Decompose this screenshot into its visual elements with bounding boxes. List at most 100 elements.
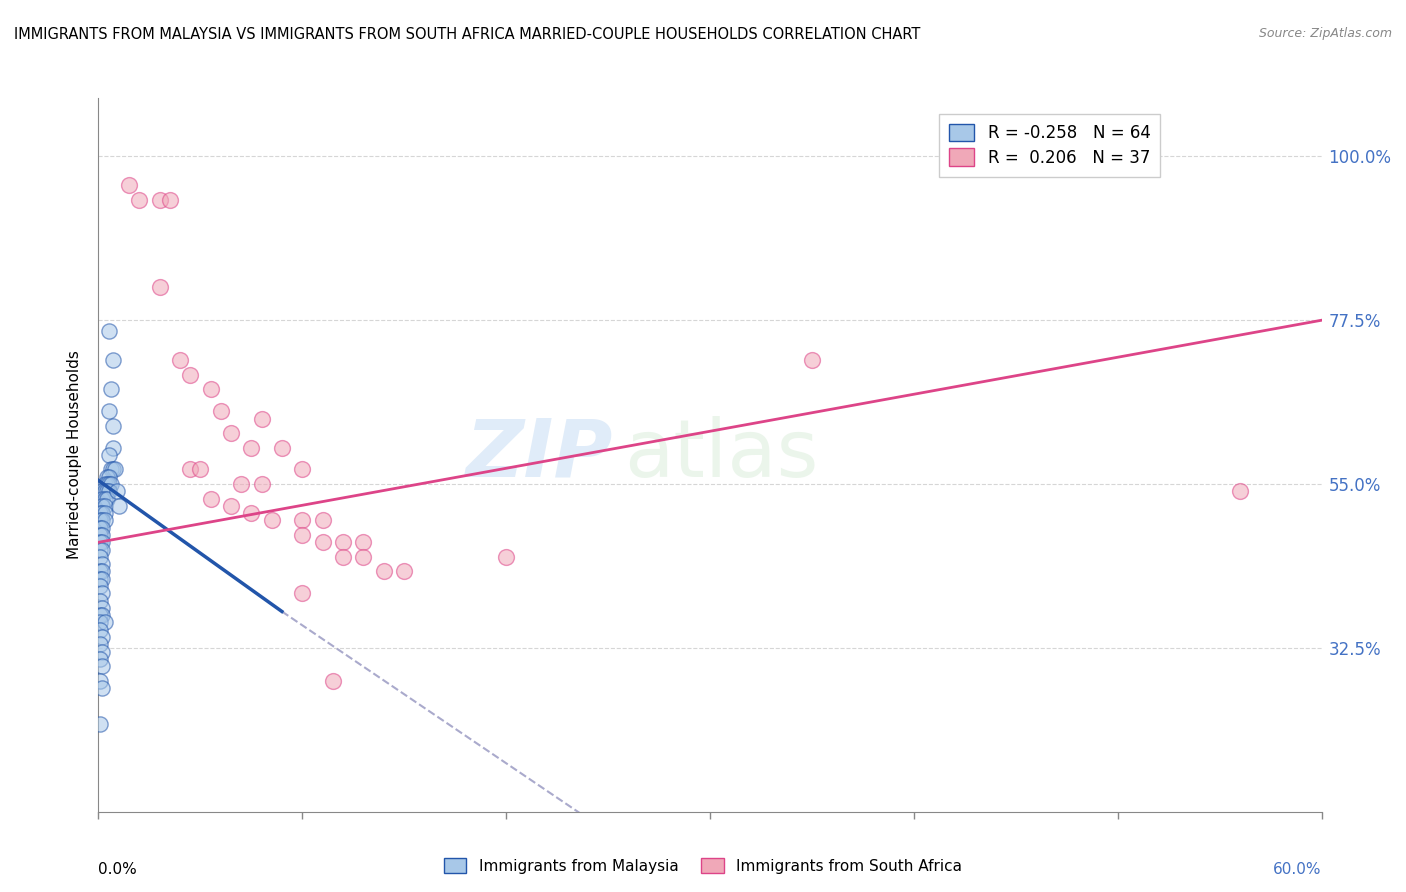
- Point: [100, 383, 122, 397]
- Point: [93, 615, 115, 630]
- Point: [270, 441, 294, 455]
- Point: [250, 477, 273, 491]
- Point: [179, 368, 201, 382]
- Point: [97, 448, 120, 462]
- Point: [100, 477, 122, 491]
- Point: [200, 491, 222, 506]
- Point: [101, 441, 124, 455]
- Point: [91, 499, 114, 513]
- Point: [179, 462, 201, 476]
- Point: [89, 549, 111, 564]
- Point: [108, 499, 131, 513]
- Point: [89, 506, 111, 520]
- Point: [91, 557, 114, 571]
- Point: [100, 462, 122, 476]
- Point: [91, 630, 114, 644]
- Point: [209, 404, 232, 418]
- Point: [89, 652, 111, 666]
- Point: [291, 462, 314, 476]
- Point: [188, 462, 212, 476]
- Point: [392, 565, 416, 579]
- Point: [219, 499, 242, 513]
- Text: 0.0%: 0.0%: [98, 862, 138, 877]
- Point: [89, 623, 111, 637]
- Point: [495, 549, 517, 564]
- Point: [149, 280, 172, 294]
- Point: [240, 506, 263, 520]
- Point: [91, 572, 114, 586]
- Point: [89, 615, 111, 630]
- Point: [89, 535, 111, 549]
- Point: [91, 644, 114, 658]
- Point: [89, 637, 111, 651]
- Point: [240, 441, 263, 455]
- Point: [200, 383, 222, 397]
- Point: [96, 491, 118, 506]
- Point: [291, 528, 314, 542]
- Text: atlas: atlas: [624, 416, 818, 494]
- Point: [291, 513, 314, 527]
- Point: [91, 681, 114, 695]
- Point: [149, 193, 172, 207]
- Point: [89, 542, 111, 557]
- Point: [322, 673, 344, 688]
- Text: Source: ZipAtlas.com: Source: ZipAtlas.com: [1258, 27, 1392, 40]
- Point: [373, 565, 395, 579]
- Point: [96, 477, 118, 491]
- Point: [97, 324, 120, 338]
- Point: [91, 542, 114, 557]
- Point: [96, 484, 118, 499]
- Point: [291, 586, 314, 600]
- Point: [332, 535, 354, 549]
- Point: [91, 521, 114, 535]
- Point: [89, 673, 111, 688]
- Point: [89, 608, 111, 623]
- Point: [352, 535, 374, 549]
- Point: [91, 506, 114, 520]
- Point: [91, 586, 114, 600]
- Point: [91, 659, 114, 673]
- Point: [93, 484, 115, 499]
- Point: [89, 572, 111, 586]
- Point: [89, 717, 111, 731]
- Point: [312, 513, 335, 527]
- Point: [312, 535, 335, 549]
- Point: [97, 484, 120, 499]
- Point: [97, 404, 120, 418]
- Point: [91, 491, 114, 506]
- Text: ZIP: ZIP: [465, 416, 612, 494]
- Point: [105, 484, 128, 499]
- Point: [97, 477, 120, 491]
- Point: [89, 593, 111, 607]
- Point: [118, 178, 141, 193]
- Point: [91, 608, 114, 623]
- Point: [97, 469, 120, 483]
- Point: [89, 513, 111, 527]
- Point: [91, 565, 114, 579]
- Point: [352, 549, 374, 564]
- Point: [91, 513, 114, 527]
- Point: [89, 565, 111, 579]
- Point: [93, 491, 115, 506]
- Legend: Immigrants from Malaysia, Immigrants from South Africa: Immigrants from Malaysia, Immigrants fro…: [437, 852, 969, 880]
- Point: [91, 535, 114, 549]
- Text: 60.0%: 60.0%: [1274, 862, 1322, 877]
- Point: [169, 353, 191, 368]
- Point: [104, 462, 127, 476]
- Point: [219, 426, 242, 441]
- Point: [231, 477, 253, 491]
- Point: [801, 353, 824, 368]
- Point: [91, 528, 114, 542]
- Point: [101, 418, 124, 433]
- Point: [260, 513, 283, 527]
- Point: [159, 193, 181, 207]
- Text: IMMIGRANTS FROM MALAYSIA VS IMMIGRANTS FROM SOUTH AFRICA MARRIED-COUPLE HOUSEHOL: IMMIGRANTS FROM MALAYSIA VS IMMIGRANTS F…: [14, 27, 921, 42]
- Point: [93, 513, 115, 527]
- Point: [93, 499, 115, 513]
- Point: [1229, 484, 1251, 499]
- Point: [89, 521, 111, 535]
- Legend: R = -0.258   N = 64, R =  0.206   N = 37: R = -0.258 N = 64, R = 0.206 N = 37: [939, 113, 1160, 177]
- Point: [89, 528, 111, 542]
- Y-axis label: Married-couple Households: Married-couple Households: [67, 351, 83, 559]
- Point: [250, 411, 273, 425]
